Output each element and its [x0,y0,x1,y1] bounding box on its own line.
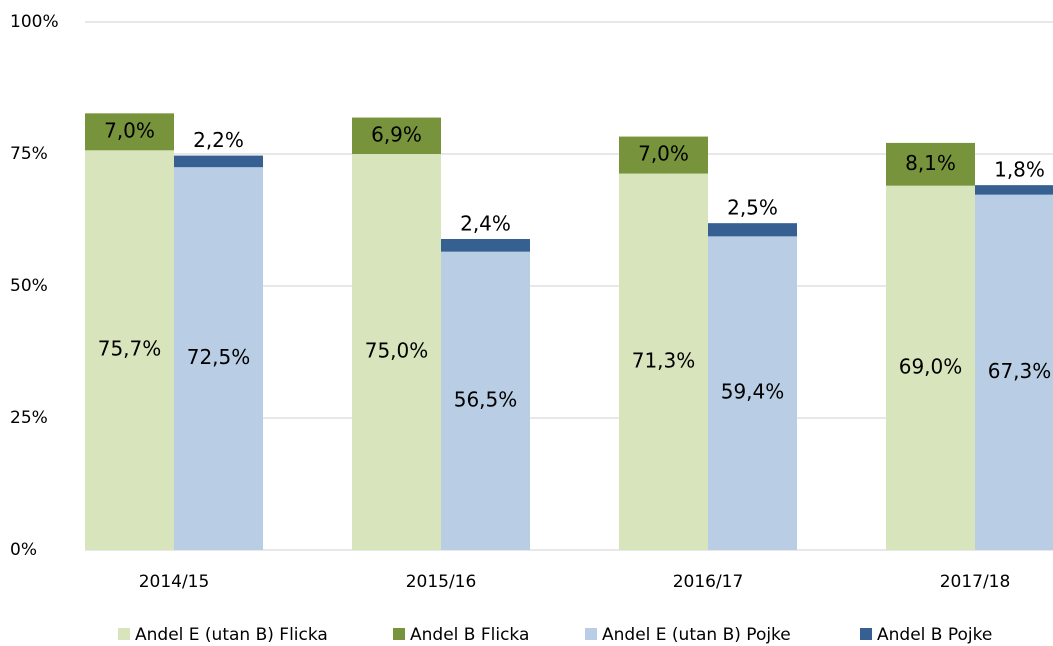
x-tick-label: 2014/15 [139,572,210,592]
bar-segment [85,113,174,151]
data-label: 6,9% [371,122,422,146]
bar-segment [619,173,708,550]
legend-swatch [860,628,872,640]
data-label: 59,4% [721,380,785,404]
data-label: 7,0% [104,118,155,142]
bar-segment [441,251,530,550]
y-tick-label: 75% [10,144,48,164]
bar-segment [441,239,530,252]
y-tick-label: 100% [10,12,59,32]
data-label: 71,3% [632,348,696,372]
legend-swatch [585,628,597,640]
legend-label: Andel B Pojke [877,625,992,645]
x-tick-label: 2015/16 [406,572,477,592]
data-label: 69,0% [899,354,963,378]
bar-segment [174,155,263,168]
x-tick-label: 2017/18 [940,572,1011,592]
y-tick-label: 25% [10,408,48,428]
bar-segment [619,136,708,174]
bar-segment [352,117,441,154]
bar-segment [708,236,797,551]
y-tick-label: 0% [10,540,37,560]
data-label: 1,8% [994,158,1045,182]
legend-swatch [393,628,405,640]
bar-segment [352,154,441,550]
x-tick-label: 2016/17 [673,572,744,592]
bar-segment [708,223,797,237]
data-label: 75,0% [365,339,429,363]
legend-swatch [118,628,130,640]
y-tick-label: 50% [10,276,48,296]
data-label: 2,5% [727,196,778,220]
data-label: 2,2% [193,128,244,152]
data-label: 2,4% [460,212,511,236]
bar-segment [85,150,174,550]
bar-segment [975,194,1053,550]
data-label: 7,0% [638,142,689,166]
data-label: 75,7% [98,337,162,361]
bar-segment [975,185,1053,195]
data-label: 72,5% [187,345,251,369]
legend-label: Andel B Flicka [410,625,529,645]
data-label: 67,3% [988,359,1052,383]
legend-label: Andel E (utan B) Pojke [602,625,791,645]
bar-segment [174,167,263,550]
bar-segment [886,142,975,186]
legend-label: Andel E (utan B) Flicka [135,625,328,645]
data-label: 56,5% [454,387,518,411]
bar-segment [886,185,975,550]
data-label: 8,1% [905,151,956,175]
